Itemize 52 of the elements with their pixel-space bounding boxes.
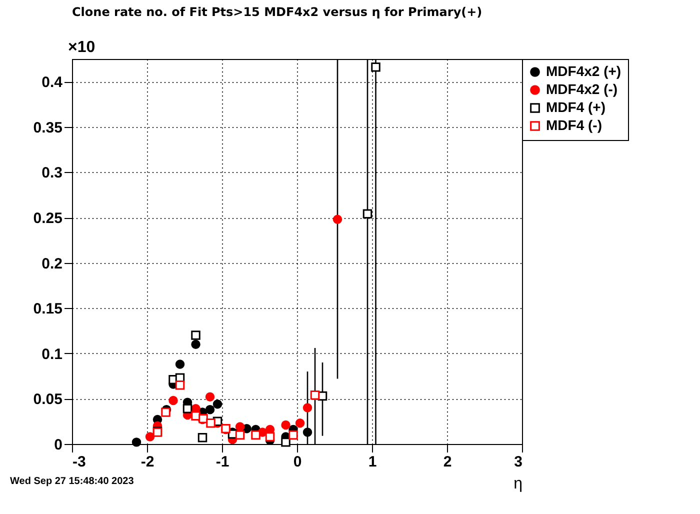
y-tick-label: 0 xyxy=(54,436,62,454)
point xyxy=(251,430,260,440)
x-tick-label: -3 xyxy=(72,454,86,470)
y-tick-label: 0.35 xyxy=(33,119,62,136)
point xyxy=(191,330,200,340)
point xyxy=(191,340,200,349)
y-tick-label: 0.05 xyxy=(33,391,62,408)
x-tick-label: -1 xyxy=(216,454,230,470)
point xyxy=(288,430,298,440)
legend-label: MDF4x2 (-) xyxy=(546,81,618,97)
point xyxy=(145,432,155,442)
point xyxy=(206,418,216,428)
point xyxy=(235,422,245,432)
text: ×10 xyxy=(68,39,96,56)
x-tick-label: 1 xyxy=(368,454,377,470)
x-tick-label: 3 xyxy=(514,454,522,470)
y-tick-label: 0.3 xyxy=(42,164,62,182)
point xyxy=(182,404,192,414)
chart-title: Clone rate no. of Fit Pts>15 MDF4x2 versus η for Primary(+) xyxy=(72,5,482,19)
y-tick-label: 0.25 xyxy=(33,210,62,228)
point xyxy=(295,418,305,428)
text: Wed Sep 27 15:48:40 2023 xyxy=(10,476,134,487)
x-tick-label: -2 xyxy=(140,454,154,470)
point xyxy=(332,214,342,224)
legend-label: MDF4x2 (+) xyxy=(546,63,622,79)
point xyxy=(205,392,215,402)
point xyxy=(168,396,178,406)
legend-label: MDF4 (-) xyxy=(546,117,602,133)
y-tick-label: 0.2 xyxy=(42,255,62,272)
y-tick-label: 0.1 xyxy=(42,346,62,363)
point xyxy=(212,400,222,409)
y-tick-label: 0.15 xyxy=(33,300,62,318)
y-tick-label: 0.4 xyxy=(42,74,64,92)
point xyxy=(265,432,275,442)
point xyxy=(371,62,380,72)
point xyxy=(362,209,372,219)
point xyxy=(198,433,208,442)
point xyxy=(132,438,142,447)
point xyxy=(175,360,185,369)
x-tick-label: 0 xyxy=(293,454,302,470)
x-tick-label: 2 xyxy=(443,454,452,470)
point xyxy=(161,408,170,417)
point xyxy=(281,420,290,430)
point xyxy=(310,390,320,400)
x-axis-title: η xyxy=(514,476,522,492)
point xyxy=(235,430,245,440)
legend-label: MDF4 (+) xyxy=(546,99,606,115)
point xyxy=(302,428,312,437)
point xyxy=(175,380,185,390)
point xyxy=(302,403,312,412)
point xyxy=(281,438,290,447)
point xyxy=(205,404,215,414)
